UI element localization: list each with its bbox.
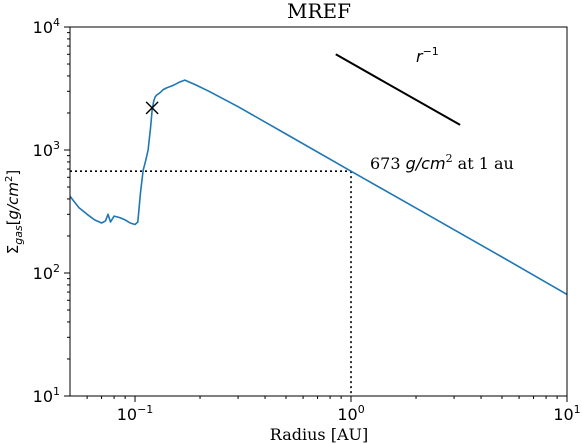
y-tick-label: 102 xyxy=(33,262,60,283)
x-tick-label-base: 10 xyxy=(117,405,137,424)
x-tick-label: 10−1 xyxy=(117,403,154,424)
annotation-value: 673 xyxy=(370,154,406,173)
x-tick-label-base: 10 xyxy=(553,405,573,424)
y-tick-label-exp: 4 xyxy=(53,16,60,29)
x-tick-label-exp: 1 xyxy=(574,403,581,416)
x-axis-label: Radius [AU] xyxy=(270,425,368,444)
y-axis-label-close: ] xyxy=(4,170,22,176)
y-tick-label-exp: 1 xyxy=(53,385,60,398)
reference-slope-line xyxy=(335,53,461,126)
y-axis-label-open: [ xyxy=(4,219,22,225)
y-axis-label-slash: / xyxy=(4,203,22,212)
y-axis-label-g: g xyxy=(4,210,22,220)
reference-slope-label: r−1 xyxy=(416,45,439,66)
x-tick-label-exp: −1 xyxy=(137,403,153,416)
y-axis-label-sigma: Σ xyxy=(4,245,22,254)
annotation-unit: g/cm xyxy=(406,154,446,173)
x-tick-label-base: 10 xyxy=(337,405,357,424)
x-tick-label: 101 xyxy=(553,403,580,424)
y-tick-label: 101 xyxy=(33,385,60,406)
y-tick-label-exp: 3 xyxy=(53,139,60,152)
annotation-text: 673 g/cm2 at 1 au xyxy=(370,152,514,173)
annotation-suffix: at 1 au xyxy=(453,154,514,173)
y-tick-label: 103 xyxy=(33,139,60,160)
reference-slope-label-exp: −1 xyxy=(423,45,439,58)
y-axis-label: Σgas[g/cm2] xyxy=(4,170,25,255)
x-marker-stroke xyxy=(145,101,159,115)
annotation-unit-exp: 2 xyxy=(446,152,453,165)
plot-frame xyxy=(69,26,568,397)
y-axis-label-sub: gas xyxy=(12,225,25,245)
y-tick-label-base: 10 xyxy=(33,141,53,160)
chart-title: MREF xyxy=(287,0,351,23)
y-tick-label-base: 10 xyxy=(33,264,53,283)
y-axis-label-exp: 2 xyxy=(4,176,15,182)
x-marker xyxy=(145,101,159,115)
y-tick-label-exp: 2 xyxy=(53,262,60,275)
reference-slope-label-base: r xyxy=(416,47,424,66)
x-tick-label-exp: 0 xyxy=(358,403,365,416)
series-line xyxy=(69,79,568,296)
y-tick-label: 104 xyxy=(33,16,60,37)
y-axis-label-cm: cm xyxy=(4,182,22,205)
y-tick-label-base: 10 xyxy=(33,387,53,406)
x-tick-label: 100 xyxy=(337,403,364,424)
y-tick-label-base: 10 xyxy=(33,18,53,37)
